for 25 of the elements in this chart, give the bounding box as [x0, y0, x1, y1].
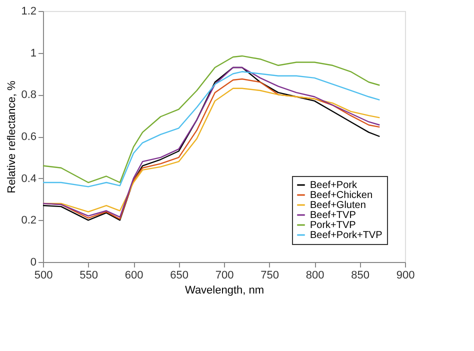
x-tick-label: 550	[80, 270, 98, 282]
y-tick-label: 0.4	[21, 172, 36, 185]
y-tick-label: 0.8	[21, 89, 36, 102]
x-tick-label: 900	[396, 270, 415, 282]
x-tick-label: 600	[124, 270, 144, 282]
legend-label: Pork+TVP	[310, 220, 356, 231]
legend-label: Beef+TVP	[310, 210, 356, 221]
y-tick-label: 0	[30, 256, 36, 268]
legend-label: Beef+Gluten	[310, 200, 366, 211]
x-tick-label: 650	[170, 270, 188, 282]
x-tick-label: 500	[34, 270, 53, 282]
y-axis-title: Relative reflectance, %	[6, 80, 18, 194]
line-series	[42, 71, 380, 188]
x-tick-label: 700	[215, 270, 234, 282]
x-tick-label: 750	[260, 270, 279, 282]
legend-label: Beef+Pork	[310, 180, 358, 191]
x-tick-label: 800	[306, 270, 324, 282]
y-tick-label: 0.6	[21, 131, 36, 143]
legend-label: Beef+Chicken	[310, 190, 373, 201]
x-tick-label: 850	[351, 270, 370, 282]
y-tick-label: 0.2	[21, 214, 36, 227]
x-axis-title: Wavelength, nm	[184, 284, 264, 296]
y-tick-label: 1.2	[21, 6, 36, 18]
y-tick-label: 1	[30, 47, 36, 60]
legend-label: Beef+Pork+TVP	[310, 230, 383, 241]
